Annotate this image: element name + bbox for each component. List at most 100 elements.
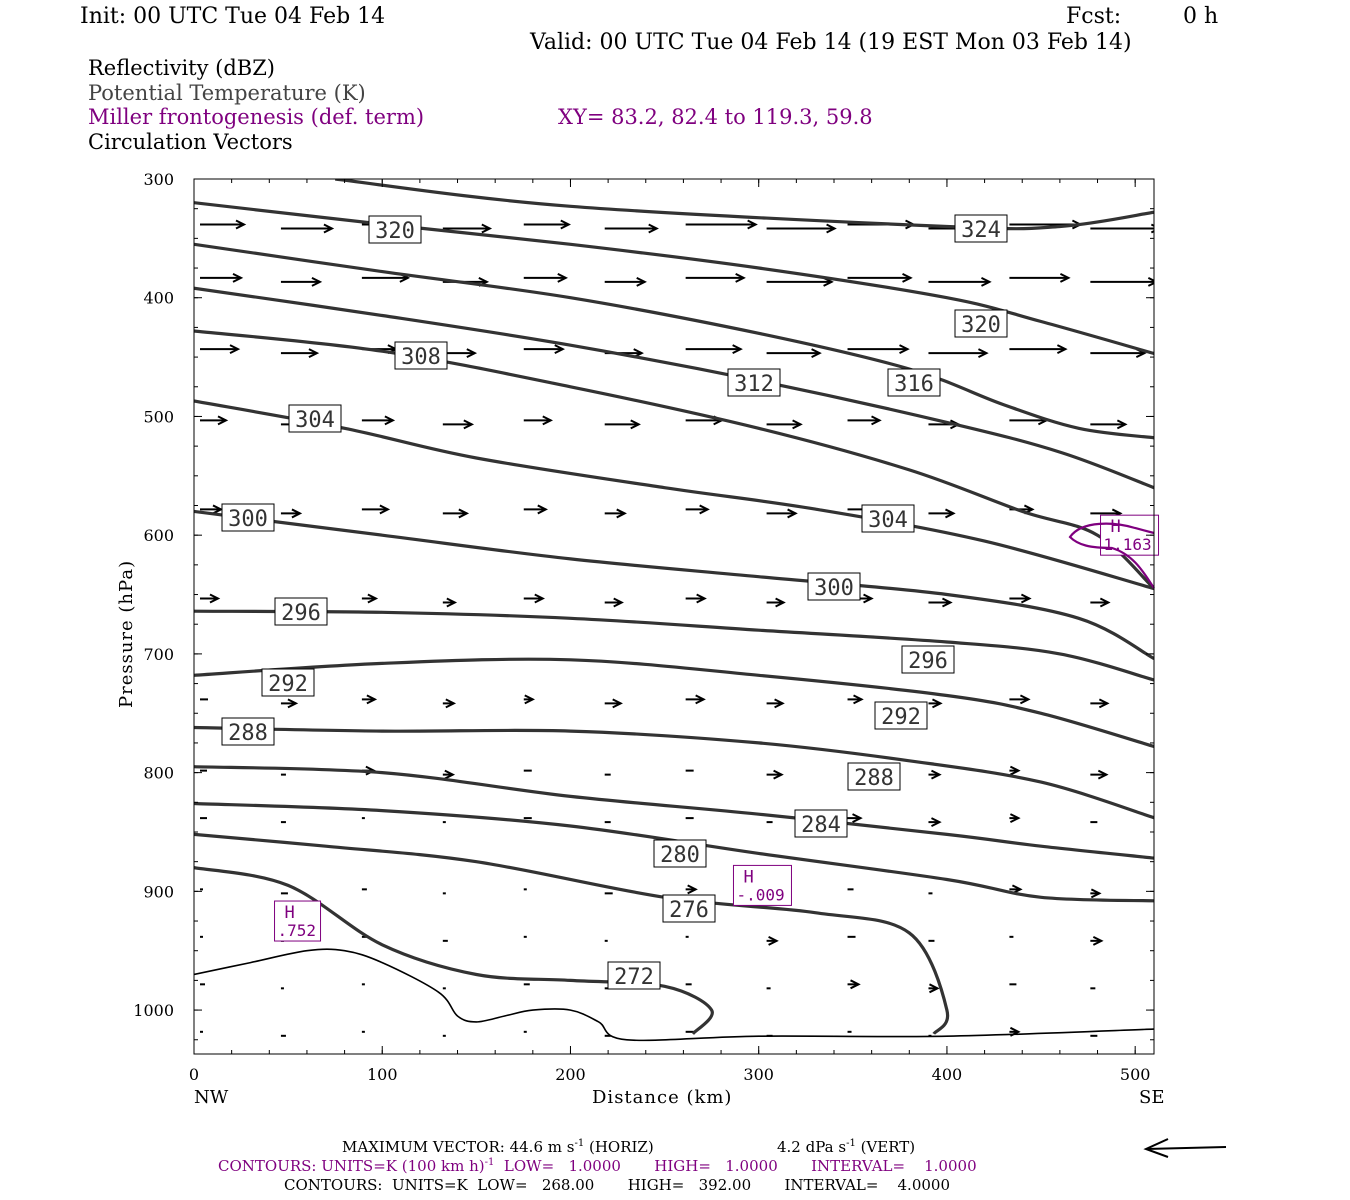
circulation-vector (523, 593, 546, 604)
svg-text:272: 272 (614, 965, 654, 990)
y-tick-label: 700 (143, 645, 174, 664)
svg-text:304: 304 (868, 508, 908, 533)
circulation-vector (1090, 769, 1109, 780)
circulation-vector (928, 597, 953, 608)
circulation-vector (200, 273, 244, 283)
theta-contour-316 (194, 242, 1154, 440)
circulation-vector (523, 504, 549, 515)
theta-contour-288 (194, 725, 1154, 820)
circulation-vector (604, 597, 624, 608)
svg-text:312: 312 (734, 372, 774, 397)
axis-tick-labels: 0 100 200 300 400 500 300 400 500 600 700 800 900 100… (133, 170, 1150, 1084)
contour-label-304: 304 (288, 404, 342, 433)
svg-text:284: 284 (801, 813, 841, 838)
circulation-vector (847, 694, 864, 705)
circulation-vector (280, 698, 299, 709)
circulation-vector (604, 698, 623, 709)
theta-contour-272 (194, 866, 714, 1035)
circulation-vector (1090, 698, 1110, 709)
legend-reflectivity: Reflectivity (dBZ) (88, 56, 276, 80)
theta-contour-312 (194, 286, 1154, 490)
circulation-vector (928, 508, 956, 519)
circulation-vector (1009, 813, 1021, 824)
contour-label-296: 296 (901, 645, 955, 674)
y-tick-label: 500 (143, 407, 174, 426)
circulation-vector (766, 508, 798, 519)
circulation-vector (847, 415, 882, 426)
valid-time: Valid: 00 UTC Tue 04 Feb 14 (19 EST Mon … (530, 30, 1132, 55)
circulation-vector (1090, 223, 1154, 234)
y-tick-label: 800 (143, 764, 174, 783)
forecast-hour: 0 h (1183, 4, 1219, 29)
svg-text:296: 296 (281, 601, 321, 626)
svg-text:280: 280 (660, 843, 700, 868)
contour-label-316: 316 (887, 368, 941, 397)
axis-ticks (193, 178, 1154, 1054)
circulation-vector (685, 344, 743, 355)
circulation-vector (442, 769, 456, 780)
circulation-vector (1090, 419, 1128, 430)
x-axis-right-label: SE (1139, 1087, 1165, 1108)
x-tick-label: 500 (1120, 1065, 1151, 1084)
circulation-vector (766, 935, 779, 946)
y-tick-label: 900 (143, 882, 174, 901)
circulation-vector (928, 348, 989, 359)
svg-text:H: H (743, 867, 753, 887)
svg-text:-.009: -.009 (736, 885, 784, 904)
x-tick-label: 100 (367, 1065, 398, 1084)
circulation-vector (200, 219, 247, 230)
theta-contour-300 (194, 509, 1154, 661)
contour-label-320: 320 (954, 309, 1008, 338)
plot-frame (193, 178, 1155, 1055)
circulation-vector (685, 219, 758, 230)
theta-contours (194, 179, 1154, 1035)
x-tick-label: 300 (743, 1065, 774, 1084)
svg-text:316: 316 (894, 372, 934, 397)
y-tick-label: 1000 (133, 1001, 174, 1020)
theta-contour-info: CONTOURS: UNITS=K LOW= 268.00 HIGH= 392.… (284, 1176, 950, 1194)
max-vector-arrow (1143, 1138, 1227, 1158)
y-tick-label: 300 (143, 170, 174, 189)
contour-label-292: 292 (874, 701, 928, 730)
circulation-vector (766, 419, 803, 430)
circulation-vector (523, 273, 569, 283)
circulation-vector (1090, 888, 1102, 899)
x-axis-left-label: NW (194, 1087, 229, 1108)
svg-text:292: 292 (268, 672, 308, 697)
circulation-vector (847, 813, 863, 824)
contour-label-320: 320 (368, 215, 422, 244)
contour-label-304: 304 (861, 504, 915, 533)
circulation-vector (685, 504, 710, 515)
contour-label-324: 324 (954, 214, 1008, 243)
theta-contour-292 (194, 657, 1154, 749)
circulation-vector (685, 694, 706, 705)
circulation-vector (523, 694, 536, 705)
circulation-vector (1090, 597, 1111, 608)
theta-contour-308 (194, 329, 1154, 590)
circulation-vector (847, 344, 910, 355)
theta-contour-284 (194, 765, 1154, 860)
y-tick-label: 400 (143, 289, 174, 308)
contour-label-312: 312 (727, 368, 781, 397)
svg-text:324: 324 (961, 218, 1001, 243)
terrain-line (194, 948, 1154, 1042)
y-tick-label: 600 (143, 526, 174, 545)
circulation-vector (200, 344, 241, 355)
legend-circulation-vectors: Circulation Vectors (88, 130, 293, 154)
frontogenesis-max-2: H-.009 (732, 864, 792, 906)
contour-label-308: 308 (394, 341, 448, 370)
circulation-vector (1009, 593, 1032, 604)
circulation-vector (928, 817, 942, 828)
circulation-vector (604, 223, 659, 234)
svg-text:288: 288 (228, 721, 268, 746)
svg-text:288: 288 (854, 766, 894, 791)
circulation-vector (1009, 344, 1068, 355)
circulation-vector (442, 419, 475, 430)
circulation-vector (847, 273, 913, 283)
circulation-vector (928, 983, 940, 994)
circulation-vector (361, 415, 396, 426)
circulation-vector (766, 348, 822, 359)
circulation-vector (442, 597, 458, 608)
